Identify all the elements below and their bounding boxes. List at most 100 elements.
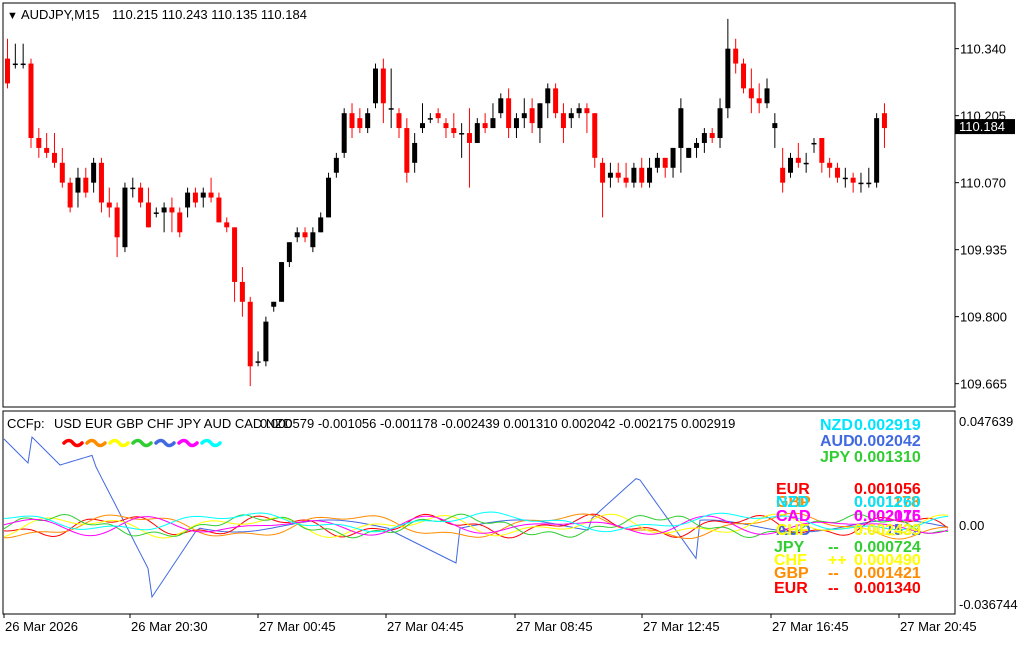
- candle: [349, 103, 355, 138]
- candle: [694, 138, 700, 158]
- candle: [75, 167, 81, 208]
- candle: [709, 128, 715, 143]
- candle: [59, 147, 65, 188]
- candle: [318, 212, 324, 233]
- candle: [780, 147, 786, 193]
- candle: [106, 187, 112, 218]
- svg-text:0.002439: 0.002439: [854, 522, 921, 539]
- candle: [756, 83, 762, 114]
- candle: [545, 83, 551, 119]
- candle: [239, 267, 245, 317]
- symbol-label: AUDJPY,M15: [21, 7, 100, 22]
- candle: [451, 113, 457, 138]
- candle: [803, 152, 809, 173]
- time-label: 27 Mar 00:45: [259, 619, 336, 634]
- strength-label: CHF 0.002439: [776, 522, 921, 539]
- legend-wave: [200, 438, 222, 448]
- candle: [466, 108, 472, 188]
- candle: [208, 177, 214, 203]
- price-tick-label: 109.800: [960, 310, 1007, 325]
- candle: [842, 167, 848, 188]
- indicator-currencies: USD EUR GBP CHF JPY AUD CAD NZD: [54, 416, 293, 431]
- time-label: 27 Mar 12:45: [643, 619, 720, 634]
- legend-wave: [85, 438, 107, 448]
- svg-text:0.001178: 0.001178: [854, 494, 920, 511]
- candle: [286, 242, 292, 268]
- candle: [255, 351, 261, 367]
- candle: [866, 167, 872, 188]
- candle: [592, 113, 598, 168]
- candle: [302, 227, 308, 243]
- candle: [795, 142, 801, 168]
- candle: [615, 162, 621, 183]
- candle: [631, 162, 637, 188]
- candle: [114, 202, 120, 258]
- candle: [733, 38, 739, 74]
- strength-label: CAD 0.002016: [776, 508, 921, 525]
- strength-label: GBP -- 0.001421: [774, 565, 921, 582]
- candle: [576, 103, 582, 119]
- chart-menu-icon[interactable]: ▼: [7, 10, 18, 22]
- svg-text:0.001532: 0.001532: [854, 522, 921, 539]
- svg-text:GBP: GBP: [774, 565, 809, 582]
- candle: [623, 162, 629, 188]
- svg-text:NZD: NZD: [776, 494, 809, 511]
- price-tick-label: 109.665: [960, 377, 1007, 392]
- candle: [443, 118, 449, 138]
- candle: [834, 162, 840, 183]
- svg-text:0.000724: 0.000724: [854, 539, 921, 556]
- indicator-scale-mid: 0.00: [959, 518, 984, 533]
- candle: [513, 113, 519, 138]
- candle: [607, 162, 613, 188]
- indicator-line: [3, 513, 949, 539]
- candle: [247, 296, 253, 387]
- indicator-name: CCFp:: [7, 416, 45, 431]
- strength-label: EUR -- 0.001340: [774, 580, 921, 597]
- candle: [881, 103, 887, 148]
- candle: [560, 103, 566, 143]
- legend-wave: [62, 438, 84, 448]
- candle: [36, 128, 42, 158]
- price-axis: 110.340110.205110.070109.935109.800109.6…: [955, 42, 1007, 392]
- candle: [654, 152, 660, 173]
- svg-text:0.001340: 0.001340: [854, 580, 921, 597]
- candle: [310, 227, 316, 253]
- indicator-color-legend: [62, 438, 222, 448]
- time-label: 27 Mar 20:45: [900, 619, 977, 634]
- candle: [153, 207, 159, 218]
- indicator-line: [3, 511, 949, 533]
- candle: [553, 83, 559, 119]
- candle: [357, 108, 363, 134]
- candle: [725, 18, 731, 119]
- legend-wave: [154, 438, 176, 448]
- time-label: 27 Mar 16:45: [772, 619, 849, 634]
- current-price-tag: [955, 119, 1015, 135]
- svg-text:--: --: [828, 580, 839, 597]
- strength-label: JPY 0.001310: [820, 449, 921, 466]
- time-label: 27 Mar 04:45: [387, 619, 464, 634]
- candle: [122, 182, 128, 253]
- candle: [326, 172, 332, 218]
- strength-label: NZD 0.002919: [820, 417, 921, 434]
- svg-text:0.002016: 0.002016: [854, 508, 921, 525]
- candle: [474, 118, 480, 143]
- candle: [161, 202, 167, 233]
- candle: [686, 147, 692, 158]
- candle: [717, 98, 723, 148]
- indicator-line: [3, 513, 949, 539]
- strength-label: GBP 0.001178: [776, 494, 920, 511]
- candle: [12, 43, 18, 69]
- indicator-line: [3, 513, 949, 539]
- candle: [138, 182, 144, 208]
- candle: [373, 63, 379, 109]
- candle: [98, 157, 104, 213]
- candle: [639, 157, 645, 188]
- strength-label: AUD 0.001532: [776, 522, 921, 539]
- ohlc-values: 110.215 110.243 110.135 110.184: [112, 7, 307, 22]
- svg-text:CAD: CAD: [776, 508, 811, 525]
- candle: [600, 157, 606, 218]
- candle: [764, 78, 770, 109]
- svg-text:--: --: [828, 539, 839, 556]
